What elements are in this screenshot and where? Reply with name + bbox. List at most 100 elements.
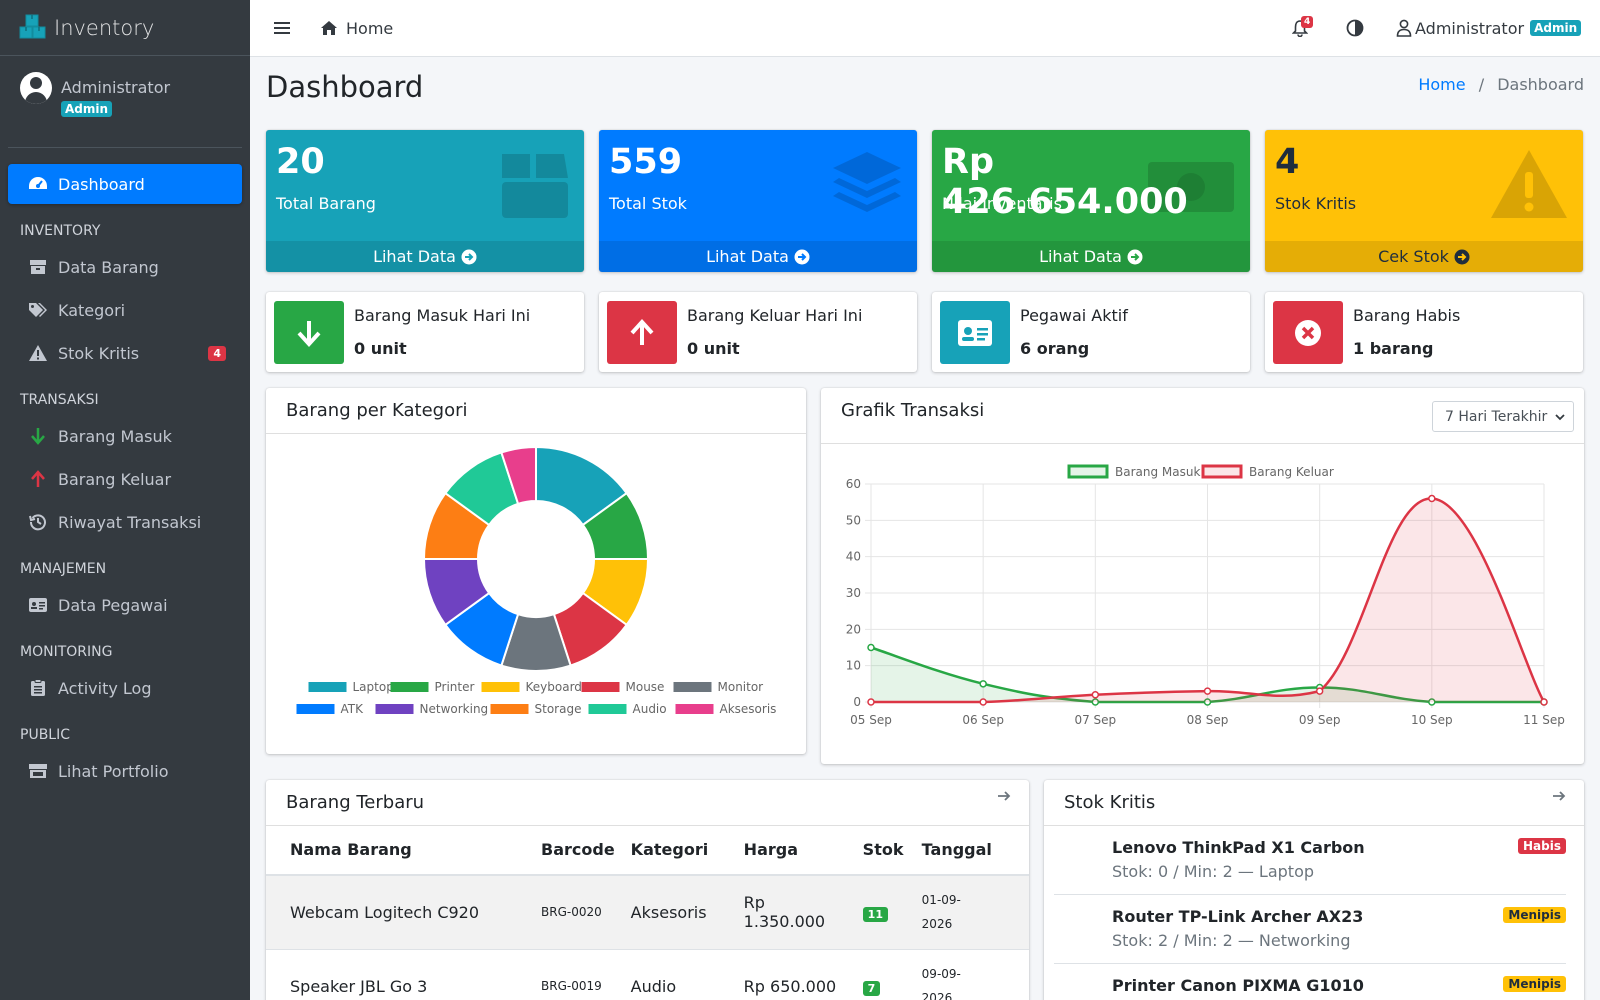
list-item[interactable]: Lenovo ThinkPad X1 Carbon Stok: 0 / Min:… [1054, 826, 1566, 895]
breadcrumb-current: Dashboard [1497, 75, 1584, 94]
legend-label: Networking [420, 702, 489, 716]
arrow-right-icon[interactable] [997, 790, 1011, 802]
box-icon [28, 257, 48, 277]
user-name[interactable]: Administrator [61, 78, 171, 97]
arrow-up-icon [607, 301, 677, 364]
sidebar-item-barang-keluar[interactable]: Barang Keluar [8, 459, 242, 499]
legend-label: Printer [435, 680, 475, 694]
legend-swatch [375, 704, 414, 714]
sidebar-item-activity-log[interactable]: Activity Log [8, 668, 242, 708]
card-barang-per-kategori: Barang per Kategori Laptop Printer Keyboar… [266, 388, 806, 754]
smallbox-footer-link[interactable]: Lihat Data [599, 241, 917, 272]
cell-stok: 11 [854, 875, 914, 950]
period-select-value: 7 Hari Terakhir [1445, 408, 1548, 425]
legend-swatch [673, 682, 712, 692]
smallbox-footer-link[interactable]: Lihat Data [932, 241, 1250, 272]
sidebar-item-label: Data Pegawai [58, 595, 168, 615]
sidebar-item-data-barang[interactable]: Data Barang [8, 247, 242, 287]
legend-label: Aksesoris [720, 702, 777, 716]
data-point [979, 680, 987, 688]
legend-label: Audio [633, 702, 667, 716]
user-avatar-icon [20, 72, 52, 104]
id-card-icon [940, 301, 1010, 364]
infobox-barang-habis: Barang Habis 1 barang [1265, 292, 1583, 372]
column-header[interactable]: Kategori [622, 825, 736, 876]
series-line [870, 497, 1546, 704]
user-menu-button[interactable]: Administrator Admin [1396, 0, 1582, 56]
column-header[interactable]: Harga [735, 825, 855, 876]
topbar-role-badge: Admin [1530, 20, 1582, 36]
y-tick-label: 40 [846, 550, 861, 564]
y-tick-label: 10 [846, 659, 861, 673]
table-row[interactable]: Webcam Logitech C920 BRG-0020 Aksesoris … [266, 875, 1029, 950]
hamburger-menu-button[interactable] [274, 0, 290, 56]
x-tick-label: 07 Sep [1074, 713, 1116, 727]
sidebar-item-data-pegawai[interactable]: Data Pegawai [8, 585, 242, 625]
hamburger-icon [274, 22, 290, 34]
infobox-value: 6 orang [1020, 339, 1090, 358]
sidebar-item-barang-masuk[interactable]: Barang Masuk [8, 416, 242, 456]
list-item[interactable]: Router TP-Link Archer AX23 Stok: 2 / Min… [1054, 895, 1566, 964]
list-item[interactable]: Printer Canon PIXMA G1010 Menipis [1054, 964, 1566, 1000]
arrow-circle-right-icon [1127, 249, 1143, 264]
table-row[interactable]: Speaker JBL Go 3 BRG-0019 Audio Rp 650.0… [266, 949, 1029, 1000]
legend-label: Monitor [718, 680, 764, 694]
y-tick-label: 0 [853, 695, 861, 709]
sidebar-item-dashboard[interactable]: Dashboard [8, 164, 242, 204]
sidebar-item-riwayat-transaksi[interactable]: Riwayat Transaksi [8, 502, 242, 542]
home-nav-link[interactable]: Home [320, 0, 393, 56]
smallbox-value: 20 [276, 142, 325, 182]
arrow-circle-right-icon [794, 249, 810, 264]
smallbox-footer-label: Lihat Data [1039, 247, 1122, 266]
infobox-label: Barang Keluar Hari Ini [687, 306, 863, 325]
sidebar-item-label: Activity Log [58, 678, 152, 698]
theme-toggle-button[interactable] [1346, 0, 1364, 56]
smallbox-footer-link[interactable]: Cek Stok [1265, 241, 1583, 272]
sidebar-item-label: Dashboard [58, 174, 145, 194]
card-title: Grafik Transaksi [841, 400, 985, 421]
sidebar-item-label: Riwayat Transaksi [58, 512, 202, 532]
cell-nama: Webcam Logitech C920 [266, 875, 533, 950]
data-point [867, 643, 875, 652]
data-point [1091, 698, 1100, 706]
kritis-item-sub: Stok: 0 / Min: 2 — Laptop [1112, 862, 1315, 881]
legend-swatch [490, 704, 529, 714]
kritis-item-name: Printer Canon PIXMA G1010 [1112, 976, 1364, 995]
sidebar-item-label: Stok Kritis [58, 343, 140, 363]
sidebar-item-stok-kritis[interactable]: Stok Kritis 4 [8, 333, 242, 373]
period-select[interactable]: 7 Hari Terakhir [1432, 401, 1574, 432]
cell-kategori: Aksesoris [622, 875, 736, 950]
card-barang-terbaru: Barang Terbaru Nama Barang Barcode Kateg… [266, 780, 1029, 1000]
card-grafik-transaksi: Grafik Transaksi 7 Hari Terakhir 0 10 20 30… [821, 388, 1584, 764]
sidebar-item-kategori[interactable]: Kategori [8, 290, 242, 330]
arrow-right-icon[interactable] [1552, 790, 1566, 802]
notifications-button[interactable]: 4 [1292, 0, 1314, 56]
column-header[interactable]: Nama Barang [266, 825, 533, 876]
kategori-donut-chart: Laptop Printer Keyboard Mouse Monitor ATK Netw… [296, 445, 777, 716]
breadcrumb-home-link[interactable]: Home [1418, 75, 1466, 94]
sidebar-item-label: Lihat Portfolio [58, 761, 169, 781]
cell-harga: Rp 650.000 [735, 949, 855, 1000]
top-navbar: Home 4 Administrator Admin [250, 0, 1600, 57]
sidebar: Inventory Administrator Admin Dashboard … [0, 0, 250, 1000]
smallbox-footer-link[interactable]: Lihat Data [266, 241, 584, 272]
cell-stok: 7 [854, 949, 914, 1000]
column-header[interactable]: Tanggal [913, 825, 1029, 876]
series-area [871, 498, 1544, 702]
data-point [1315, 687, 1324, 695]
tanggal-line-2: 2026 [921, 991, 953, 1000]
page-title: Dashboard [266, 70, 424, 104]
legend-swatch [1201, 464, 1243, 479]
tags-icon [28, 300, 48, 320]
legend-swatch [1067, 464, 1109, 479]
data-point [1428, 698, 1436, 706]
layer-group-icon [833, 152, 901, 212]
legend-label: ATK [341, 702, 365, 716]
brand-link[interactable]: Inventory [0, 0, 250, 56]
sidebar-item-lihat-portfolio[interactable]: Lihat Portfolio [8, 751, 242, 791]
column-header[interactable]: Stok [854, 825, 914, 876]
brand-text: Inventory [54, 15, 155, 40]
column-header[interactable]: Barcode [533, 825, 623, 876]
smallbox-label: Total Barang [276, 194, 376, 213]
y-tick-label: 60 [846, 477, 861, 491]
